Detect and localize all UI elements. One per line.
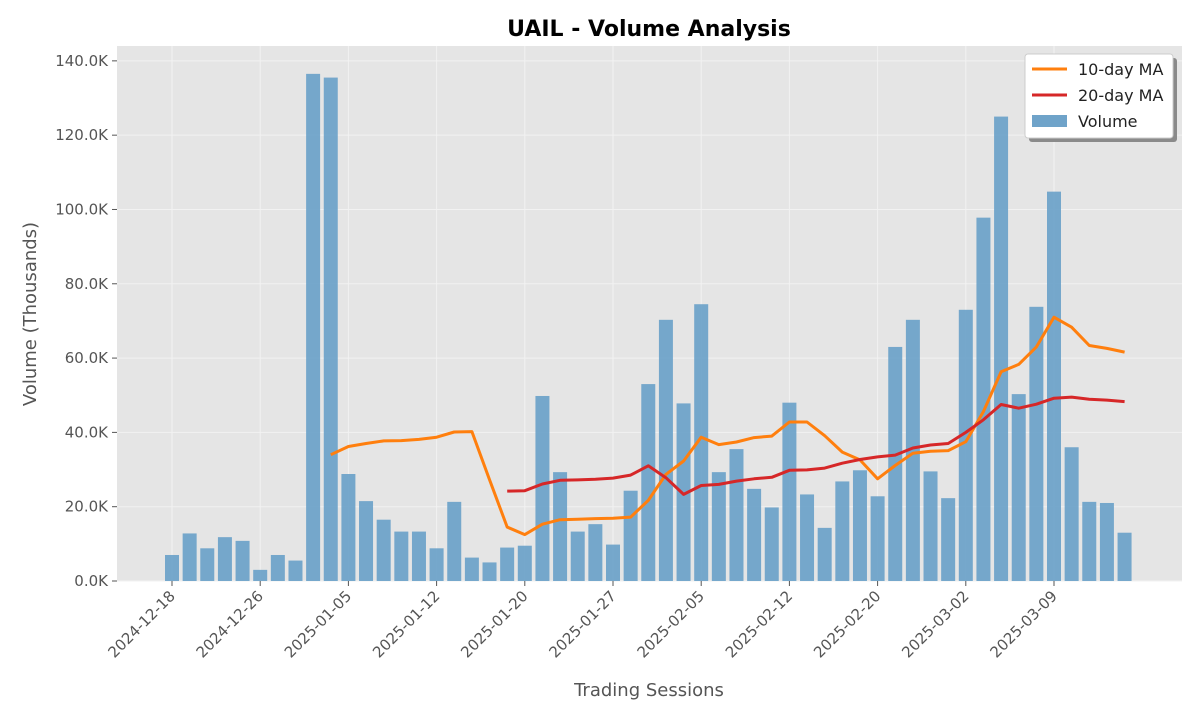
volume-bar xyxy=(359,501,374,581)
volume-bar xyxy=(500,547,515,581)
volume-bar xyxy=(341,474,356,581)
volume-bar xyxy=(288,560,303,581)
legend-label-20-day-ma: 20-day MA xyxy=(1078,86,1163,105)
volume-bar xyxy=(905,319,920,581)
volume-bar xyxy=(1117,532,1132,581)
x-tick-label: 2025-01-27 xyxy=(545,587,619,661)
volume-bar xyxy=(941,498,956,581)
volume-bar xyxy=(270,554,285,581)
volume-bar xyxy=(1047,191,1061,581)
volume-bar xyxy=(200,548,215,581)
volume-bar xyxy=(711,472,726,581)
volume-bar xyxy=(253,569,268,581)
volume-bar xyxy=(517,545,532,581)
x-tick-label: 2025-02-12 xyxy=(722,587,796,661)
y-axis: 0.0K 20.0K 40.0K 60.0K 80.0K 100.0K 120.0K 140.… xyxy=(55,52,117,590)
x-tick-label: 2024-12-26 xyxy=(193,587,267,661)
y-tick-label: 80.0K xyxy=(65,275,109,293)
x-axis: 2024-12-18 2024-12-26 2025-01-05 2025-01-12… xyxy=(104,581,1061,661)
y-tick-label: 140.0K xyxy=(55,52,109,70)
y-tick-label: 120.0K xyxy=(55,126,109,144)
volume-bar xyxy=(641,384,656,581)
x-tick-label: 2025-01-05 xyxy=(281,587,355,661)
volume-bar xyxy=(764,507,779,581)
volume-bar xyxy=(1099,502,1114,581)
volume-bar xyxy=(165,554,179,581)
volume-bar xyxy=(1064,447,1079,581)
volume-bar xyxy=(306,73,321,581)
volume-bar xyxy=(182,533,197,581)
x-axis-label: Trading Sessions xyxy=(573,680,724,701)
volume-bar xyxy=(747,488,762,581)
volume-bar xyxy=(870,496,885,581)
x-tick-label: 2025-03-09 xyxy=(986,587,1060,661)
volume-bar xyxy=(694,304,709,581)
volume-bar xyxy=(570,531,585,581)
volume-bar xyxy=(782,402,797,581)
volume-bar xyxy=(376,519,391,581)
volume-bar xyxy=(994,116,1009,582)
y-tick-label: 100.0K xyxy=(55,200,109,218)
volume-bar xyxy=(217,537,232,581)
volume-bar xyxy=(852,470,867,581)
volume-bar xyxy=(1082,501,1097,581)
legend-swatch-volume xyxy=(1032,115,1067,127)
volume-bar xyxy=(729,449,744,581)
volume-bar xyxy=(800,494,815,581)
legend-label-10-day-ma: 10-day MA xyxy=(1078,60,1163,79)
volume-bar xyxy=(623,490,638,581)
volume-bar xyxy=(835,481,850,581)
volume-bar xyxy=(323,77,338,581)
volume-bar xyxy=(606,544,620,581)
y-tick-label: 0.0K xyxy=(74,572,109,590)
x-tick-label: 2025-03-02 xyxy=(898,587,972,661)
volume-bar xyxy=(817,527,832,581)
x-tick-label: 2024-12-18 xyxy=(104,587,178,661)
volume-bar xyxy=(553,472,568,581)
volume-bar xyxy=(1029,306,1044,581)
volume-bar xyxy=(482,562,497,581)
legend-label-volume: Volume xyxy=(1078,112,1138,131)
legend: 10-day MA 20-day MA Volume xyxy=(1024,53,1177,142)
x-tick-label: 2025-02-20 xyxy=(810,587,884,661)
y-axis-label: Volume (Thousands) xyxy=(20,222,41,406)
volume-bar xyxy=(235,540,250,581)
chart-title: UAIL - Volume Analysis xyxy=(507,17,791,42)
volume-bar xyxy=(923,471,938,581)
x-tick-label: 2025-01-12 xyxy=(369,587,443,661)
volume-bar xyxy=(411,531,426,581)
y-tick-label: 40.0K xyxy=(65,423,109,441)
volume-bar xyxy=(588,524,603,581)
line-20-day-ma xyxy=(507,395,1125,496)
volume-bar xyxy=(394,531,409,581)
volume-bar xyxy=(658,319,673,581)
volume-bar xyxy=(958,309,973,581)
volume-bar xyxy=(976,217,991,582)
moving-average-lines xyxy=(330,315,1125,537)
x-tick-label: 2025-02-05 xyxy=(634,587,708,661)
y-tick-label: 20.0K xyxy=(65,498,109,516)
volume-bar xyxy=(1011,394,1026,581)
y-tick-label: 60.0K xyxy=(65,349,109,367)
volume-bar xyxy=(535,395,550,581)
volume-bar xyxy=(429,548,444,581)
volume-bar xyxy=(464,557,479,581)
volume-bar xyxy=(676,403,691,581)
volume-bar xyxy=(447,501,462,581)
line-10-day-ma xyxy=(330,315,1125,537)
x-tick-label: 2025-01-20 xyxy=(457,587,531,661)
